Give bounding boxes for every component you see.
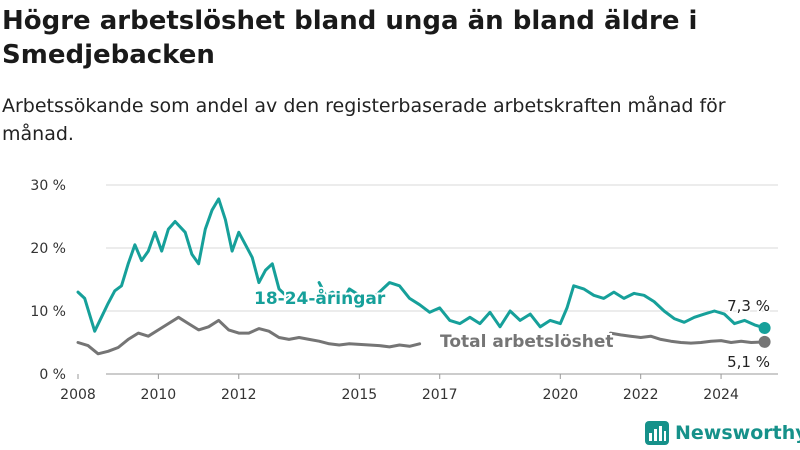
- x-tick-label: 2017: [422, 387, 458, 403]
- x-tick-label: 2015: [342, 387, 378, 403]
- series-lines: [76, 197, 771, 356]
- x-tick-label: 2010: [141, 387, 177, 403]
- brand-name: Newsworthy: [675, 422, 800, 444]
- series-labels: 18-24-åringar Total arbetslöshet 7,3 % 5,1 …: [252, 285, 772, 373]
- x-axis-ticks: 2008 2010 2012 2015 2017 2020 2022 2024: [60, 374, 739, 403]
- y-axis-ticks: 0 % 10 % 20 % 30 %: [30, 178, 66, 383]
- chart-subtitle: Arbetssökande som andel av den registerb…: [2, 95, 726, 145]
- youth-end-point: [758, 322, 771, 335]
- total-series-line: [76, 315, 422, 356]
- y-tick-label: 30 %: [30, 178, 66, 194]
- bar-chart-logo-icon: [645, 421, 669, 445]
- x-tick-label: 2012: [221, 387, 257, 403]
- total-end-point: [758, 335, 771, 348]
- youth-end-label: 7,3 %: [727, 297, 770, 315]
- y-tick-label: 10 %: [30, 304, 66, 320]
- total-end-label: 5,1 %: [727, 353, 770, 371]
- x-tick-label: 2008: [60, 387, 96, 403]
- youth-series-line: [76, 197, 291, 333]
- x-tick-label: 2022: [623, 387, 659, 403]
- y-tick-label: 0 %: [39, 367, 66, 383]
- total-series-line: [609, 331, 767, 345]
- y-tick-label: 20 %: [30, 241, 66, 257]
- x-tick-label: 2024: [703, 387, 739, 403]
- newsworthy-brand: Newsworthy: [645, 419, 800, 447]
- youth-series-line: [317, 281, 767, 330]
- total-series-label: Total arbetslöshet: [440, 332, 614, 352]
- youth-series-label: 18-24-åringar: [254, 287, 386, 309]
- x-tick-label: 2020: [542, 387, 578, 403]
- chart-title: Högre arbetslöshet bland unga än bland ä…: [2, 6, 698, 70]
